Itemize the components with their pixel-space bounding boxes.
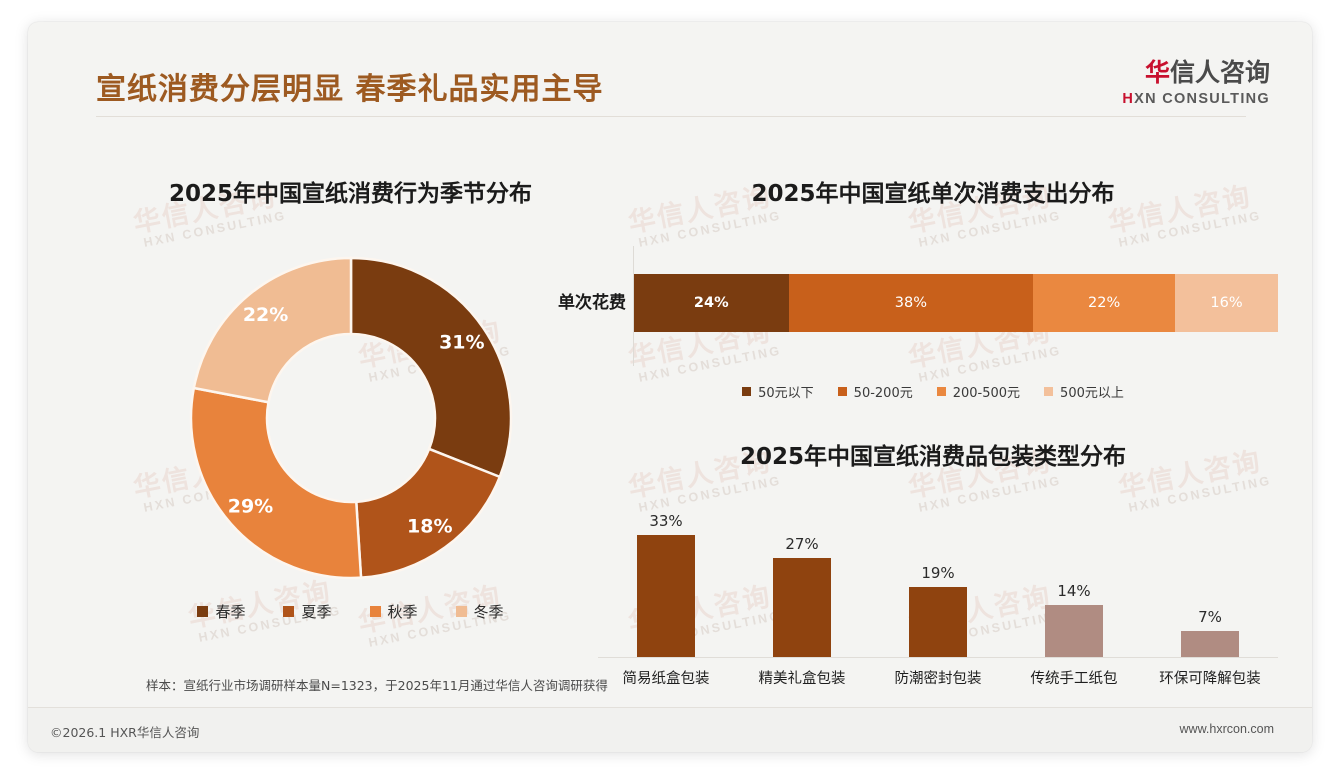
stacked-legend-label: 500元以上 bbox=[1060, 386, 1124, 401]
company-logo: 华信人咨询 HXN CONSULTING bbox=[1122, 60, 1270, 107]
stacked-bar-plot-area: 单次花费 24% 38% 22% 16% bbox=[558, 246, 1279, 366]
logo-en-rest: XN CONSULTING bbox=[1134, 91, 1270, 107]
legend-swatch-icon bbox=[936, 387, 946, 396]
legend-swatch-icon bbox=[283, 606, 295, 617]
packaging-bar-rect[interactable] bbox=[1181, 631, 1239, 657]
legend-swatch-icon bbox=[742, 387, 752, 396]
title-divider bbox=[96, 116, 1246, 117]
donut-legend-label: 冬季 bbox=[473, 603, 504, 621]
packaging-bar-column[interactable]: 27% bbox=[734, 493, 870, 657]
stacked-segment-label: 38% bbox=[894, 295, 928, 311]
packaging-baseline bbox=[598, 657, 1278, 658]
stacked-legend-item[interactable]: 50-200元 bbox=[837, 382, 913, 401]
seasonal-donut-chart: 2025年中国宣纸消费行为季节分布 31% 18% 29% 22% 春季 夏季 秋季 冬季 bbox=[68, 174, 633, 674]
stacked-bar-legend: 50元以下 50-200元 200-500元 500元以上 bbox=[588, 382, 1278, 401]
packaging-bar-column[interactable]: 19% bbox=[870, 493, 1006, 657]
stacked-segment-50元以下[interactable]: 24% bbox=[634, 274, 789, 332]
donut-value-label: 18% bbox=[407, 515, 452, 537]
sample-note: 样本：宣纸行业市场调研样本量N=1323，于2025年11月通过华信人咨询调研获… bbox=[146, 678, 608, 693]
donut-segment-冬季[interactable] bbox=[191, 256, 352, 404]
stacked-segment-200-500元[interactable]: 22% bbox=[1033, 274, 1175, 332]
packaging-bar-column[interactable]: 7% bbox=[1142, 493, 1278, 657]
packaging-bar-rect[interactable] bbox=[637, 535, 695, 657]
packaging-bar-value-label: 33% bbox=[649, 512, 683, 530]
stacked-legend-label: 50-200元 bbox=[853, 386, 913, 401]
packaging-category-label: 环保可降解包装 bbox=[1159, 671, 1261, 687]
footer-copyright: ©2026.1 HXR华信人咨询 bbox=[50, 725, 200, 740]
logo-accent-char: 华 bbox=[1144, 58, 1170, 87]
packaging-category-label: 防潮密封包装 bbox=[894, 671, 982, 687]
stacked-segment-label: 22% bbox=[1088, 295, 1121, 311]
packaging-bar-value-label: 27% bbox=[785, 535, 819, 553]
stacked-bar-row-label: 单次花费 bbox=[558, 293, 626, 313]
packaging-category-label: 简易纸盒包装 bbox=[622, 671, 710, 687]
packaging-bar-chart: 2025年中国宣纸消费品包装类型分布 33% 27% 19% 14% 7% 简易纸盒包装… bbox=[588, 437, 1278, 687]
packaging-bars-row: 33% 27% 19% 14% 7% bbox=[598, 493, 1278, 657]
packaging-category-label: 精美礼盒包装 bbox=[758, 671, 846, 687]
stacked-segment-50-200元[interactable]: 38% bbox=[788, 274, 1034, 332]
stacked-segment-500元以上[interactable]: 16% bbox=[1174, 274, 1279, 332]
donut-value-label: 22% bbox=[242, 304, 287, 326]
footer-website[interactable]: www.hxrcon.com bbox=[1179, 722, 1274, 736]
donut-svg: 31% 18% 29% 22% bbox=[189, 256, 512, 580]
donut-chart-title: 2025年中国宣纸消费行为季节分布 bbox=[168, 181, 532, 207]
legend-swatch-icon bbox=[455, 606, 467, 617]
donut-value-label: 29% bbox=[227, 496, 272, 518]
packaging-bar-value-label: 14% bbox=[1057, 582, 1091, 600]
packaging-bar-rect[interactable] bbox=[773, 558, 831, 657]
donut-plot-area: 31% 18% 29% 22% bbox=[186, 253, 516, 583]
donut-segment-春季[interactable] bbox=[349, 256, 512, 479]
legend-swatch-icon bbox=[1044, 387, 1054, 396]
stacked-legend-label: 200-500元 bbox=[952, 386, 1021, 401]
stacked-bar-track: 24% 38% 22% 16% bbox=[634, 274, 1279, 332]
packaging-bar-value-label: 7% bbox=[1198, 608, 1222, 626]
packaging-bar-rect[interactable] bbox=[1045, 605, 1103, 657]
slide-footer: ©2026.1 HXR华信人咨询 www.hxrcon.com bbox=[28, 708, 1312, 752]
logo-chinese-rest: 信人咨询 bbox=[1169, 58, 1270, 87]
packaging-category-labels: 简易纸盒包装 精美礼盒包装 防潮密封包装 传统手工纸包 环保可降解包装 bbox=[598, 667, 1278, 688]
stacked-bar-axis-line bbox=[633, 246, 634, 366]
slide-header: 宣纸消费分层明显 春季礼品实用主导 华信人咨询 HXN CONSULTING bbox=[28, 22, 1312, 117]
donut-legend: 春季 夏季 秋季 冬季 bbox=[68, 601, 633, 622]
legend-swatch-icon bbox=[837, 387, 847, 396]
stacked-legend-item[interactable]: 50元以下 bbox=[742, 382, 814, 401]
packaging-bar-rect[interactable] bbox=[909, 587, 967, 657]
packaging-plot-area: 33% 27% 19% 14% 7% bbox=[588, 493, 1278, 658]
page-title: 宣纸消费分层明显 春季礼品实用主导 bbox=[96, 72, 604, 107]
stacked-segment-label: 16% bbox=[1210, 295, 1243, 311]
logo-chinese: 华信人咨询 bbox=[1122, 60, 1270, 85]
legend-swatch-icon bbox=[197, 606, 209, 617]
stacked-segment-label: 24% bbox=[693, 295, 729, 311]
stacked-bar-title: 2025年中国宣纸单次消费支出分布 bbox=[751, 181, 1115, 207]
stacked-legend-label: 50元以下 bbox=[758, 386, 814, 401]
donut-legend-item[interactable]: 春季 bbox=[197, 601, 245, 622]
donut-segment-秋季[interactable] bbox=[189, 386, 362, 580]
slide-canvas: 华信人咨询 HXN CONSULTING 华信人咨询 HXN CONSULTING华信… bbox=[28, 22, 1312, 752]
spend-stacked-bar-chart: 2025年中国宣纸单次消费支出分布 单次花费 24% 38% 22% 16% 50元以… bbox=[558, 174, 1279, 419]
donut-legend-item[interactable]: 秋季 bbox=[369, 601, 418, 622]
packaging-bar-column[interactable]: 33% bbox=[598, 493, 734, 657]
donut-legend-label: 秋季 bbox=[387, 603, 418, 621]
legend-swatch-icon bbox=[369, 606, 381, 617]
logo-en-accent: H bbox=[1122, 91, 1135, 107]
donut-legend-label: 春季 bbox=[215, 603, 246, 621]
donut-legend-item[interactable]: 冬季 bbox=[455, 601, 504, 622]
donut-segment-夏季[interactable] bbox=[354, 447, 501, 580]
donut-value-label: 31% bbox=[439, 332, 484, 354]
logo-english: HXN CONSULTING bbox=[1122, 92, 1270, 107]
packaging-bar-value-label: 19% bbox=[921, 564, 955, 582]
footer-divider bbox=[28, 707, 1312, 708]
stacked-legend-item[interactable]: 500元以上 bbox=[1044, 382, 1124, 401]
donut-legend-label: 夏季 bbox=[301, 603, 332, 621]
stacked-legend-item[interactable]: 200-500元 bbox=[936, 382, 1021, 401]
donut-legend-item[interactable]: 夏季 bbox=[283, 601, 332, 622]
packaging-category-label: 传统手工纸包 bbox=[1030, 671, 1118, 687]
packaging-bar-column[interactable]: 14% bbox=[1006, 493, 1142, 657]
packaging-chart-title: 2025年中国宣纸消费品包装类型分布 bbox=[739, 444, 1126, 470]
